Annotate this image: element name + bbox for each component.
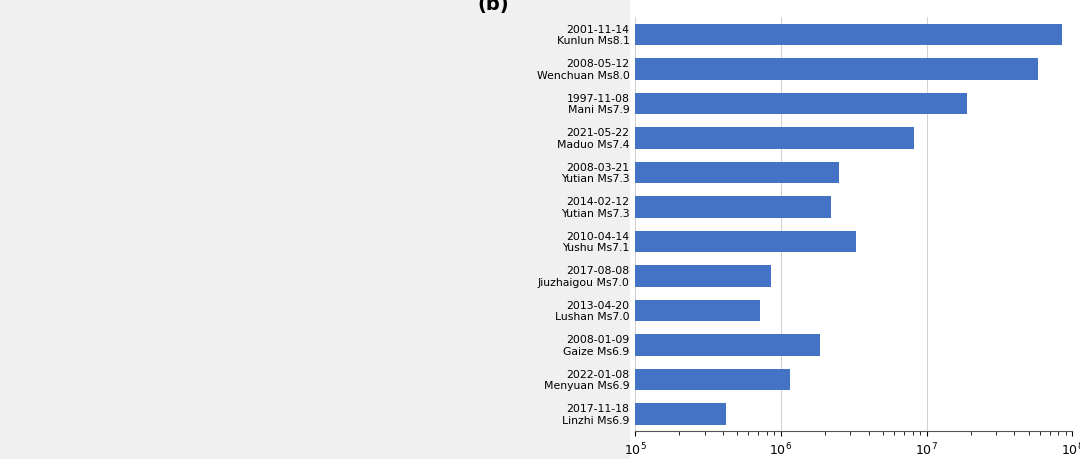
Bar [0,25,1062,46]
Bar [0,162,839,184]
Bar [0,335,820,356]
Bar [0,300,760,322]
Bar [0,369,789,391]
Text: (b): (b) [477,0,509,14]
Bar [0,266,770,287]
Bar [0,128,914,150]
Bar [0,94,968,115]
Bar [0,197,831,218]
Bar [0,231,856,253]
Bar [0,59,1038,81]
Bar [0,403,726,425]
